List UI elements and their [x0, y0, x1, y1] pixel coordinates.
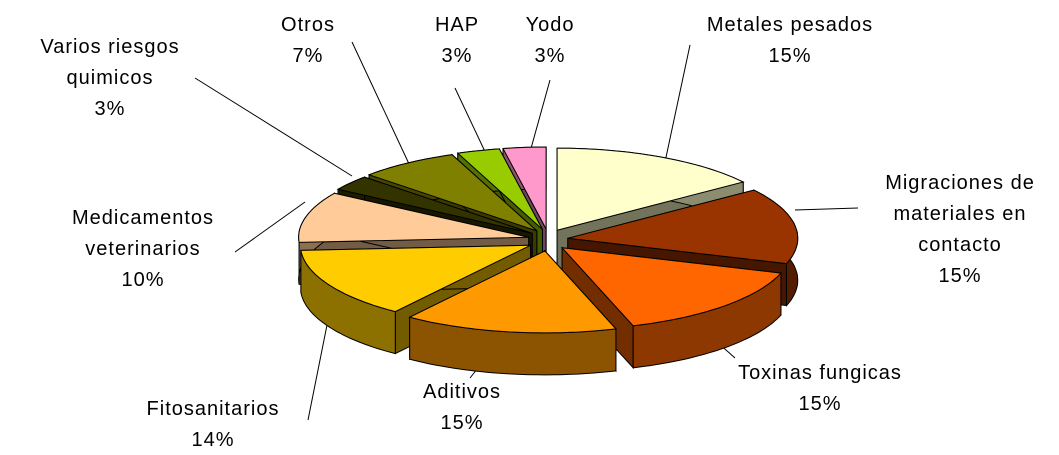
slice-percent: 3% [94, 98, 126, 120]
leader-line [234, 201, 306, 253]
slice-top [300, 244, 531, 313]
slice-top [367, 154, 538, 232]
slice-name: Medicamentos veterinarios [71, 207, 215, 260]
slice-top [502, 146, 547, 230]
slice-name: Migraciones de materiales en contacto [885, 172, 1035, 256]
slice-name: Fitosanitarios [146, 398, 280, 420]
slice [560, 246, 782, 370]
slice-percent: 15% [440, 412, 484, 434]
slice [408, 249, 617, 376]
slice-label: Aditivos 15% [362, 377, 562, 439]
slice-top [408, 250, 617, 334]
slice-top [456, 148, 543, 230]
slice-label: Migraciones de materiales en contacto 15% [860, 168, 1059, 292]
slice-label: Metales pesados 15% [660, 10, 920, 72]
leader-lines [194, 41, 859, 421]
slice-label: Yodo 3% [500, 10, 600, 72]
slice-name: Toxinas fungicas [738, 362, 902, 384]
slice-label: Varios riesgos quimicos 3% [10, 32, 210, 125]
slice-name: Metales pesados [706, 14, 874, 36]
leader-line [664, 44, 691, 163]
leader-line [794, 207, 859, 211]
leader-line [454, 87, 489, 159]
slice-name: Aditivos [422, 381, 502, 403]
slice-percent: 3% [534, 45, 566, 67]
slice-top [298, 192, 529, 243]
slice-label: Otros 7% [248, 10, 368, 72]
slice-label: Medicamentos veterinarios 10% [43, 203, 243, 296]
slice-percent: 15% [938, 265, 982, 287]
slice-percent: 3% [441, 45, 473, 67]
leader-line [194, 77, 353, 177]
slice-percent: 7% [292, 45, 324, 67]
leader-line [351, 41, 411, 167]
slice-percent: 15% [768, 45, 812, 67]
slice-top [336, 176, 533, 234]
slice-percent: 10% [121, 269, 165, 291]
slice-name: Yodo [525, 14, 575, 36]
slice-label: Toxinas fungicas 15% [690, 358, 950, 420]
slice-top [556, 147, 745, 231]
slice-label: Fitosanitarios 14% [103, 394, 323, 455]
slice-name: HAP [434, 14, 480, 36]
slice-top [560, 247, 782, 327]
slice-label: HAP 3% [407, 10, 507, 72]
slice-name: Otros [281, 14, 335, 36]
slice-top [567, 189, 799, 265]
slice-percent: 15% [798, 393, 842, 415]
leader-line [529, 79, 551, 153]
slice-name: Varios riesgos quimicos [40, 36, 180, 89]
slice-percent: 14% [191, 429, 235, 451]
